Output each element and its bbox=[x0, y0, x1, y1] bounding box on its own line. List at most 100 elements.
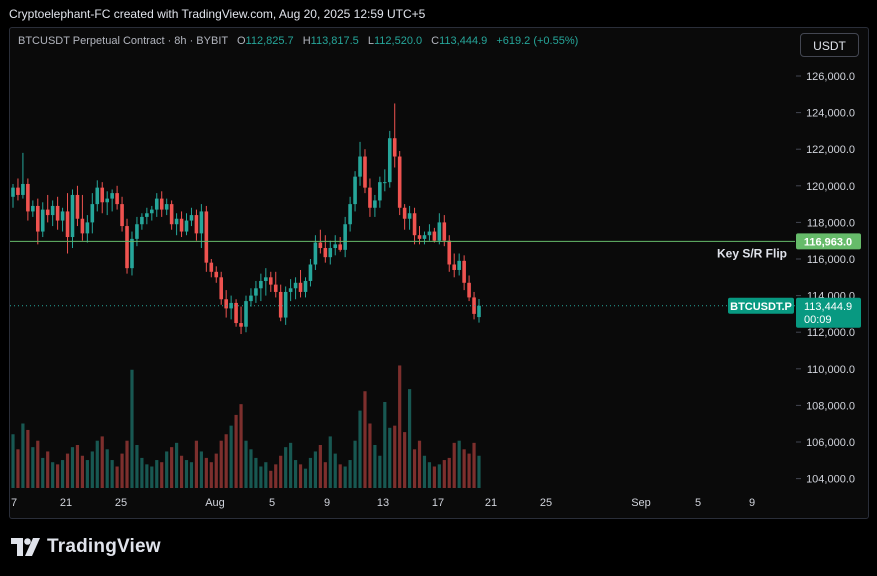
candle-body bbox=[407, 213, 412, 219]
volume-bar bbox=[452, 442, 456, 488]
key-level-badge[interactable] bbox=[796, 233, 861, 250]
candle-body bbox=[65, 211, 70, 238]
volume-bar bbox=[214, 453, 218, 488]
volume-bar bbox=[244, 440, 248, 488]
volume-bar bbox=[353, 440, 357, 488]
candle-body bbox=[264, 277, 268, 281]
volume-bar bbox=[358, 410, 362, 488]
volume-bar bbox=[41, 457, 45, 488]
candle-body bbox=[110, 193, 114, 199]
volume-bar bbox=[170, 447, 174, 488]
volume-bar bbox=[110, 460, 114, 488]
volume-bar bbox=[259, 466, 263, 488]
candle-body bbox=[259, 280, 263, 289]
candle-body bbox=[75, 194, 80, 219]
volume-bar bbox=[150, 466, 154, 488]
currency-button[interactable]: USDT bbox=[800, 33, 859, 57]
change-value: +619.2 (+0.55%) bbox=[496, 35, 579, 47]
candle-body bbox=[184, 220, 189, 232]
candle-body bbox=[288, 288, 293, 292]
volume-bar bbox=[36, 440, 40, 488]
candle-body bbox=[174, 218, 179, 225]
x-tick-label: 21 bbox=[60, 497, 72, 509]
candle-body bbox=[343, 224, 347, 250]
candle-body bbox=[363, 156, 367, 188]
candle-body bbox=[402, 207, 407, 219]
candle-body bbox=[467, 282, 471, 298]
volume-bar bbox=[75, 445, 80, 488]
y-tick-label: 122,000.0 bbox=[806, 144, 855, 156]
volume-bar bbox=[274, 464, 278, 488]
volume-bar bbox=[234, 414, 238, 488]
volume-bar bbox=[284, 447, 288, 488]
candle-body bbox=[199, 211, 204, 234]
volume-bar bbox=[254, 457, 258, 488]
candle-body bbox=[105, 198, 109, 203]
candle-body bbox=[11, 187, 15, 197]
candle-body bbox=[135, 224, 139, 239]
volume-bar bbox=[189, 462, 194, 488]
x-tick-label: Sep bbox=[631, 497, 651, 509]
candle-body bbox=[447, 240, 452, 265]
candle-body bbox=[397, 156, 402, 208]
volume-bar bbox=[21, 423, 25, 488]
volume-bar bbox=[145, 464, 149, 488]
volume-bar bbox=[442, 460, 446, 488]
candle-body bbox=[303, 280, 308, 292]
candle-body bbox=[164, 204, 169, 210]
symbol-title[interactable]: BTCUSDT Perpetual Contract · 8h · BYBIT bbox=[18, 35, 228, 47]
volume-bar bbox=[70, 447, 75, 488]
volume-bar bbox=[457, 440, 461, 488]
volume-bar bbox=[95, 440, 99, 488]
candle-body bbox=[145, 213, 149, 217]
volume-bar bbox=[279, 455, 283, 488]
volume-bar bbox=[412, 449, 417, 488]
x-tick-label: 25 bbox=[540, 497, 552, 509]
open-label: O bbox=[236, 35, 246, 47]
volume-bar bbox=[383, 402, 387, 488]
candle-body bbox=[353, 176, 357, 205]
candle-body bbox=[318, 242, 323, 249]
candle-body bbox=[45, 209, 50, 216]
y-tick-label: 124,000.0 bbox=[806, 108, 855, 120]
y-tick-label: 108,000.0 bbox=[806, 400, 855, 412]
volume-bar bbox=[90, 451, 94, 488]
volume-bar bbox=[174, 442, 179, 488]
candle-body bbox=[85, 222, 90, 234]
volume-bar bbox=[165, 451, 169, 488]
chart-panel[interactable] bbox=[9, 27, 869, 519]
close-label: C bbox=[431, 35, 440, 47]
tradingview-logo[interactable]: TradingView bbox=[11, 535, 161, 559]
last-price-badge[interactable] bbox=[796, 297, 861, 328]
y-tick-label: 116,000.0 bbox=[807, 254, 855, 266]
key-level-badge-text: 116,963.0 bbox=[804, 236, 852, 248]
volume-bar bbox=[179, 455, 184, 488]
key-level-label: Key S/R Flip bbox=[717, 246, 787, 260]
candle-body bbox=[323, 248, 328, 258]
candle-body bbox=[254, 288, 258, 296]
candle-body bbox=[50, 205, 55, 216]
candle-body bbox=[140, 216, 144, 225]
candle-body bbox=[283, 291, 288, 318]
volume-bar bbox=[135, 445, 139, 488]
candle-body bbox=[373, 200, 377, 208]
candle-body bbox=[412, 213, 417, 236]
candle-body bbox=[417, 235, 422, 239]
candle-body bbox=[130, 238, 134, 269]
candle-body bbox=[60, 211, 65, 221]
volume-bar bbox=[209, 462, 213, 488]
volume-bar bbox=[407, 389, 412, 488]
volume-bar bbox=[120, 453, 124, 488]
volume-bar bbox=[472, 442, 476, 488]
volume-bar bbox=[462, 449, 466, 488]
volume-bar bbox=[427, 462, 432, 488]
volume-bar bbox=[313, 451, 318, 488]
candle-body bbox=[120, 204, 124, 227]
x-tick-label: 25 bbox=[115, 497, 127, 509]
x-tick-label: 5 bbox=[695, 497, 701, 509]
volume-bar bbox=[293, 460, 298, 488]
chart-credit: Cryptoelephant-FC created with TradingVi… bbox=[9, 7, 426, 21]
volume-bar bbox=[100, 436, 104, 488]
volume-bar bbox=[105, 449, 109, 488]
